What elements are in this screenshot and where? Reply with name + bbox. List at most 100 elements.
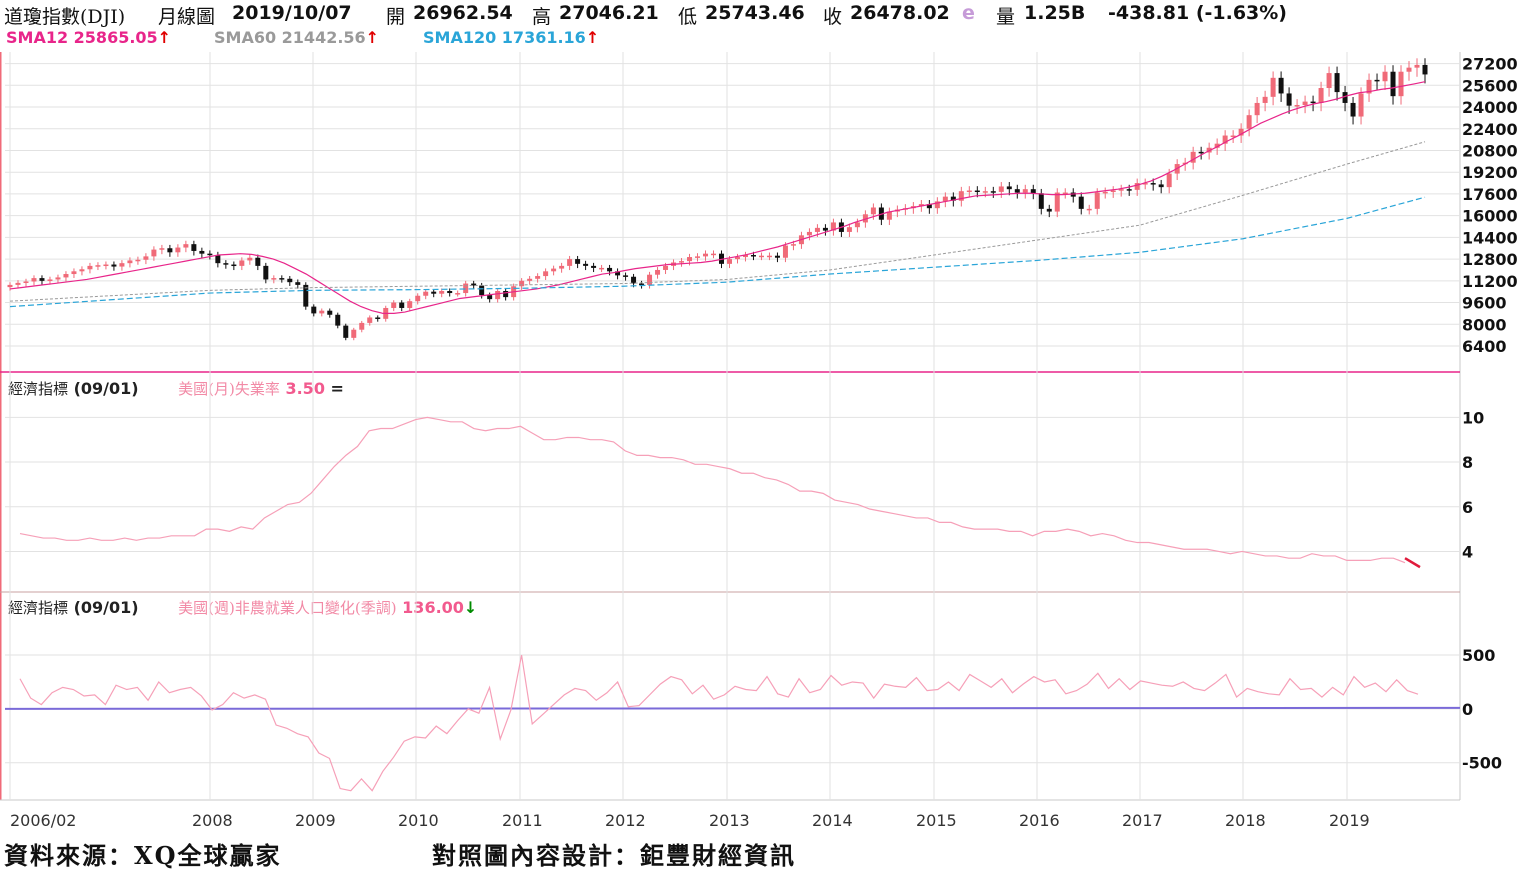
- panel2-date: (09/01): [73, 379, 139, 398]
- candle-body: [695, 256, 701, 258]
- candle-body: [966, 190, 972, 193]
- x-tick-label: 2013: [709, 811, 750, 830]
- candle-body: [551, 268, 557, 272]
- sma12-label: SMA12 25865.05: [6, 28, 158, 47]
- unemployment-panel-title: 經濟指標 (09/01) 美國(月)失業率 3.50 =: [8, 378, 344, 399]
- candle-body: [1286, 93, 1292, 106]
- candle-body: [1158, 184, 1164, 188]
- candle-body: [1358, 93, 1364, 117]
- candle-body: [822, 227, 828, 231]
- candle-body: [255, 257, 261, 266]
- panel2-value: 3.50: [285, 379, 325, 398]
- candle-body: [1254, 102, 1260, 116]
- candle-body: [942, 196, 948, 202]
- candle-body: [766, 255, 772, 258]
- price-tick-label: 9600: [1462, 294, 1507, 313]
- candle-body: [1374, 79, 1380, 82]
- candle-body: [87, 265, 93, 270]
- candle-body: [1062, 192, 1068, 195]
- candle-body: [1294, 104, 1300, 107]
- price-tick-label: 12800: [1462, 250, 1518, 269]
- panel3-value: 136.00: [402, 598, 464, 617]
- candle-body: [527, 278, 533, 281]
- candle-body: [431, 291, 437, 294]
- panel2-title: 經濟指標: [8, 380, 69, 398]
- x-tick-label: 2006/02: [10, 811, 76, 830]
- panel2-mark: =: [330, 379, 344, 398]
- candle-body: [870, 207, 876, 215]
- candle-body: [159, 248, 165, 250]
- candle-body: [231, 264, 237, 267]
- candle-body: [591, 265, 597, 268]
- x-tick-label: 2008: [192, 811, 233, 830]
- panel3-title: 經濟指標: [8, 599, 69, 617]
- unemp-tick-label: 8: [1462, 453, 1473, 472]
- candle-body: [79, 269, 85, 272]
- candle-body: [143, 256, 149, 260]
- axis-labels: 2006/02 2008 2009 2010 2011 2012 2013 2014 2015 2…: [10, 55, 1518, 830]
- candle-body: [407, 301, 413, 308]
- high-value: 27046.21: [559, 2, 659, 24]
- candle-body: [263, 265, 269, 280]
- candle-body: [1414, 64, 1420, 68]
- payrolls-panel-title: 經濟指標 (09/01) 美國(週)非農就業人口變化(季調) 136.00↓: [8, 597, 477, 618]
- candle-body: [1110, 190, 1116, 193]
- price-panel: [7, 58, 1428, 341]
- x-tick-label: 2009: [295, 811, 336, 830]
- date-value: 2019/10/07: [232, 2, 352, 24]
- chart-canvas[interactable]: 2006/02 2008 2009 2010 2011 2012 2013 2014 2015 2…: [0, 0, 1536, 830]
- candle-body: [774, 255, 780, 258]
- sma12-legend: SMA12 25865.05↑: [6, 28, 171, 47]
- price-tick-label: 17600: [1462, 185, 1518, 204]
- period-label[interactable]: 月線圖: [158, 6, 216, 28]
- candle-body: [998, 186, 1004, 192]
- x-tick-label: 2018: [1225, 811, 1266, 830]
- panel3-series: 美國(週)非農就業人口變化(季調): [178, 599, 397, 617]
- candle-body: [303, 284, 309, 307]
- sma60-legend: SMA60 21442.56↑: [214, 28, 379, 47]
- x-tick-label: 2014: [812, 811, 853, 830]
- candle-body: [623, 275, 629, 277]
- panel3-arrow-icon: ↓: [463, 598, 478, 617]
- symbol-label[interactable]: 道瓊指數(DJI): [4, 6, 126, 28]
- candle-body: [1046, 208, 1052, 212]
- close-value: 26478.02: [850, 2, 950, 24]
- candle-body: [63, 274, 69, 278]
- close-label: 收: [823, 6, 843, 28]
- payrolls-line: [19, 654, 1419, 792]
- candle-body: [367, 317, 373, 323]
- candle-body: [679, 261, 685, 263]
- candle-body: [375, 317, 381, 319]
- footer-source: 資料來源：XQ全球贏家: [4, 841, 282, 870]
- candle-body: [1118, 189, 1124, 191]
- candle-body: [175, 247, 181, 253]
- candle-body: [7, 284, 13, 288]
- candle-body: [71, 271, 77, 275]
- candle-body: [455, 293, 461, 295]
- price-tick-label: 16000: [1462, 207, 1518, 226]
- candle-body: [1198, 151, 1204, 154]
- candle-body: [319, 310, 325, 314]
- candle-body: [559, 265, 565, 269]
- unemp-tick-label: 4: [1462, 542, 1473, 561]
- candle-body: [1230, 135, 1236, 138]
- candle-body: [583, 263, 589, 266]
- candle-body: [335, 314, 341, 326]
- candle-body: [359, 322, 365, 330]
- candle-body: [926, 204, 932, 209]
- candle-body: [199, 250, 205, 254]
- candle-body: [167, 248, 173, 253]
- candle-body: [631, 276, 637, 284]
- candle-body: [1422, 64, 1428, 75]
- candle-body: [295, 282, 301, 285]
- price-tick-label: 19200: [1462, 163, 1518, 182]
- candle-body: [119, 263, 125, 267]
- candle-body: [1366, 79, 1372, 94]
- zero-baseline: [4, 706, 1461, 710]
- candle-body: [1014, 189, 1020, 193]
- candle-body: [191, 244, 197, 251]
- candle-body: [782, 245, 788, 258]
- unemployment-last-segment: [1404, 557, 1421, 569]
- candle-body: [1390, 71, 1396, 97]
- candle-body: [463, 283, 469, 294]
